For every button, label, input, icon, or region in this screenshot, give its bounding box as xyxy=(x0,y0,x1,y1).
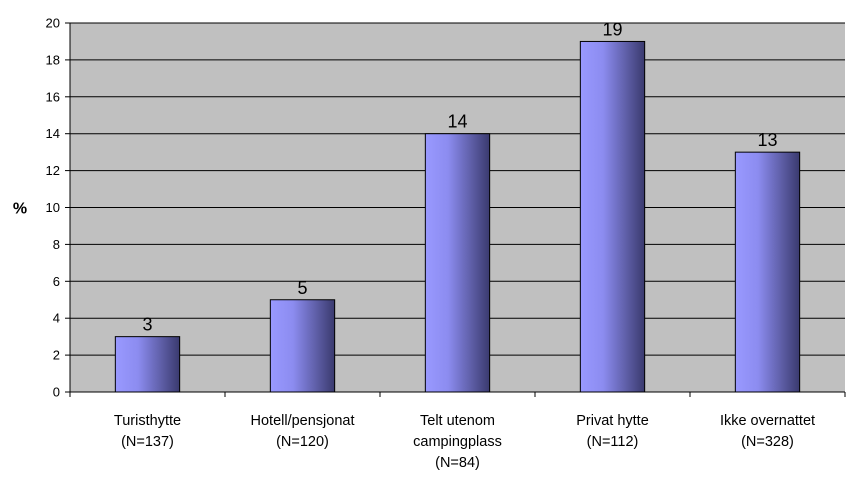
bar xyxy=(424,133,491,393)
y-tick-label: 16 xyxy=(46,89,60,104)
y-tick-label: 2 xyxy=(53,348,60,363)
bar xyxy=(579,40,646,393)
x-category-label: Turisthytte (N=137) xyxy=(114,413,181,450)
y-tick-label: 18 xyxy=(46,52,60,67)
x-category-label: Telt utenom campingplass (N=84) xyxy=(413,413,502,471)
data-label: 19 xyxy=(602,19,622,39)
x-category-label: Privat hytte (N=112) xyxy=(576,413,649,450)
data-label: 5 xyxy=(297,278,307,298)
labels: 0 2 4 6 8 10 12 14 16 18 20 3 Turisthytte (N=137) 5 Hot… xyxy=(46,16,816,472)
y-tick-label: 8 xyxy=(53,237,60,252)
y-tick-label: 10 xyxy=(46,200,60,215)
y-tick-label: 4 xyxy=(53,311,60,326)
bar xyxy=(114,336,181,393)
y-axis-title: % xyxy=(13,201,27,218)
data-label: 3 xyxy=(142,315,152,335)
y-tick-label: 6 xyxy=(53,274,60,289)
bar xyxy=(269,299,336,393)
y-tick-label: 12 xyxy=(46,163,60,178)
y-tick-label: 20 xyxy=(46,16,60,31)
data-label: 13 xyxy=(757,130,777,150)
data-label: 14 xyxy=(447,112,467,132)
x-category-label: Hotell/pensjonat (N=120) xyxy=(251,413,355,450)
bars xyxy=(114,40,801,393)
y-tick-label: 14 xyxy=(46,126,60,141)
x-category-label: Ikke overnattet (N=328) xyxy=(720,413,815,450)
bar xyxy=(734,151,801,393)
axes xyxy=(65,22,846,397)
y-tick-label: 0 xyxy=(53,385,60,400)
